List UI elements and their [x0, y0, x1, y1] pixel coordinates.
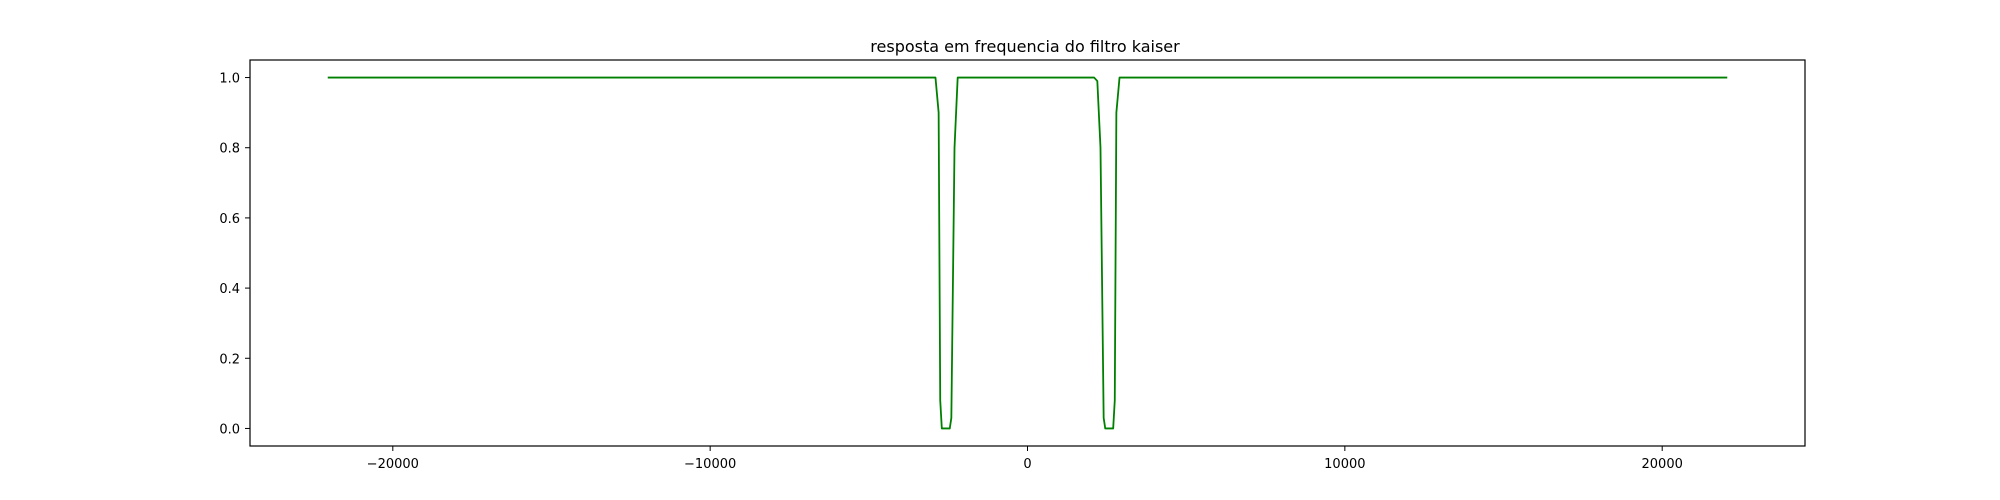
- x-tick-label: −20000: [367, 457, 419, 472]
- y-tick-label: 0.4: [219, 282, 240, 297]
- series-layer: [327, 76, 1728, 430]
- chart-title: resposta em frequencia do filtro kaiser: [870, 37, 1180, 56]
- x-tick-label: 10000: [1324, 457, 1365, 472]
- x-tick-label: −10000: [684, 457, 736, 472]
- y-tick-label: 0.0: [219, 422, 240, 437]
- y-tick-label: 0.8: [219, 142, 240, 157]
- plot-area: [249, 59, 1806, 447]
- y-tick-label: 0.6: [219, 212, 240, 227]
- x-axis: −20000 −10000 0 10000 20000: [367, 446, 1683, 472]
- x-tick-label: 20000: [1642, 457, 1683, 472]
- x-tick-label: 0: [1023, 457, 1031, 472]
- y-tick-label: 0.2: [219, 352, 240, 367]
- series-line: [327, 76, 1728, 430]
- y-axis: 0.0 0.2 0.4 0.6 0.8 1.0: [219, 72, 250, 437]
- y-tick-label: 1.0: [219, 72, 240, 87]
